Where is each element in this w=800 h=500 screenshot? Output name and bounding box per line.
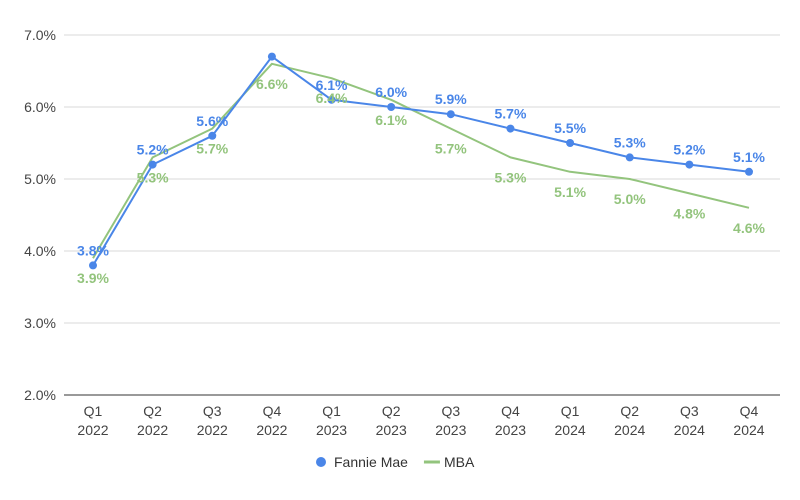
data-point xyxy=(446,110,455,119)
data-point xyxy=(685,160,694,169)
data-point xyxy=(327,95,336,104)
data-label: 5.2% xyxy=(137,142,169,158)
data-point xyxy=(506,124,515,133)
data-point xyxy=(89,261,97,270)
data-label: 6.6% xyxy=(256,76,288,92)
legend-label: Fannie Mae xyxy=(334,454,408,470)
data-label: 5.3% xyxy=(137,169,169,185)
data-label: 5.7% xyxy=(196,141,228,157)
y-tick-label: 7.0% xyxy=(24,27,56,43)
data-labels: 3.8% 5.2% 5.6% 6.1% 6.0% 5.9% 5.7% 5.5% 5.3% 5.2%… xyxy=(77,76,765,286)
data-label: 5.7% xyxy=(435,141,467,157)
x-tick-label: Q3 xyxy=(441,403,460,419)
data-label: 3.8% xyxy=(77,242,109,258)
x-tick-label: 2023 xyxy=(376,422,407,438)
data-point xyxy=(625,153,634,162)
data-label: 6.0% xyxy=(375,84,407,100)
data-point xyxy=(267,52,276,61)
data-label: 5.3% xyxy=(614,134,646,150)
x-tick-label: 2023 xyxy=(316,422,347,438)
data-label: 4.8% xyxy=(673,205,705,221)
data-point xyxy=(745,167,753,176)
x-tick-label: 2024 xyxy=(555,422,586,438)
axis-labels: 2.0% 3.0% 4.0% 5.0% 6.0% 7.0% Q1 2022 Q2 2022 Q3 20… xyxy=(24,27,765,438)
data-label: 3.9% xyxy=(77,270,109,286)
data-label: 5.3% xyxy=(494,169,526,185)
data-point xyxy=(208,131,217,140)
series-lines xyxy=(89,52,753,270)
legend-swatch xyxy=(316,457,326,467)
legend: Fannie Mae MBA xyxy=(316,454,475,470)
x-tick-label: Q1 xyxy=(322,403,341,419)
x-tick-label: Q2 xyxy=(620,403,639,419)
y-tick-label: 2.0% xyxy=(24,387,56,403)
x-tick-label: Q4 xyxy=(501,403,520,419)
x-tick-label: 2024 xyxy=(733,422,764,438)
data-label: 5.1% xyxy=(733,149,765,165)
x-tick-label: Q3 xyxy=(680,403,699,419)
y-tick-label: 5.0% xyxy=(24,171,56,187)
data-point xyxy=(387,103,396,111)
data-label: 5.7% xyxy=(494,106,526,122)
x-tick-label: Q2 xyxy=(382,403,401,419)
data-label: 5.9% xyxy=(435,91,467,107)
data-label: 5.0% xyxy=(614,191,646,207)
x-tick-label: Q2 xyxy=(143,403,162,419)
data-label: 5.1% xyxy=(554,184,586,200)
x-tick-label: 2023 xyxy=(495,422,526,438)
data-label: 6.1% xyxy=(375,112,407,128)
x-tick-label: 2024 xyxy=(674,422,705,438)
x-tick-label: Q1 xyxy=(561,403,580,419)
x-tick-label: Q4 xyxy=(263,403,282,419)
x-tick-label: 2024 xyxy=(614,422,645,438)
data-label: 5.2% xyxy=(673,142,705,158)
series-line-fannie-mae xyxy=(92,55,750,266)
x-tick-label: 2023 xyxy=(435,422,466,438)
x-tick-label: Q1 xyxy=(84,403,103,419)
data-label: 6.1% xyxy=(316,77,348,93)
x-tick-label: 2022 xyxy=(77,422,108,438)
data-point xyxy=(566,139,575,147)
x-tick-label: Q3 xyxy=(203,403,222,419)
y-tick-label: 6.0% xyxy=(24,99,56,115)
data-label: 6.4% xyxy=(316,90,348,106)
data-point xyxy=(148,160,157,169)
x-tick-label: 2022 xyxy=(137,422,168,438)
series-line-mba xyxy=(92,62,750,259)
y-tick-label: 4.0% xyxy=(24,243,56,259)
data-label: 5.5% xyxy=(554,120,586,136)
data-label: 4.6% xyxy=(733,220,765,236)
data-label: 5.6% xyxy=(196,113,228,129)
x-tick-label: 2022 xyxy=(256,422,287,438)
gridlines xyxy=(64,34,780,396)
x-tick-label: 2022 xyxy=(197,422,228,438)
x-tick-label: Q4 xyxy=(740,403,759,419)
y-tick-label: 3.0% xyxy=(24,315,56,331)
legend-label: MBA xyxy=(444,454,475,470)
